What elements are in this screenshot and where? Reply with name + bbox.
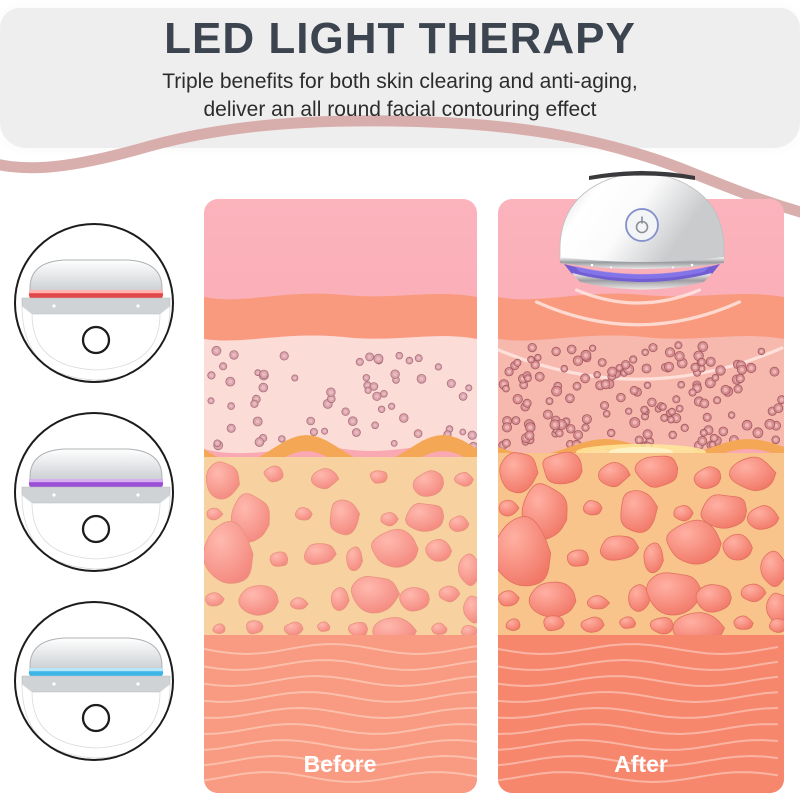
svg-text:After: After bbox=[614, 751, 668, 777]
svg-text:Before: Before bbox=[304, 751, 377, 777]
